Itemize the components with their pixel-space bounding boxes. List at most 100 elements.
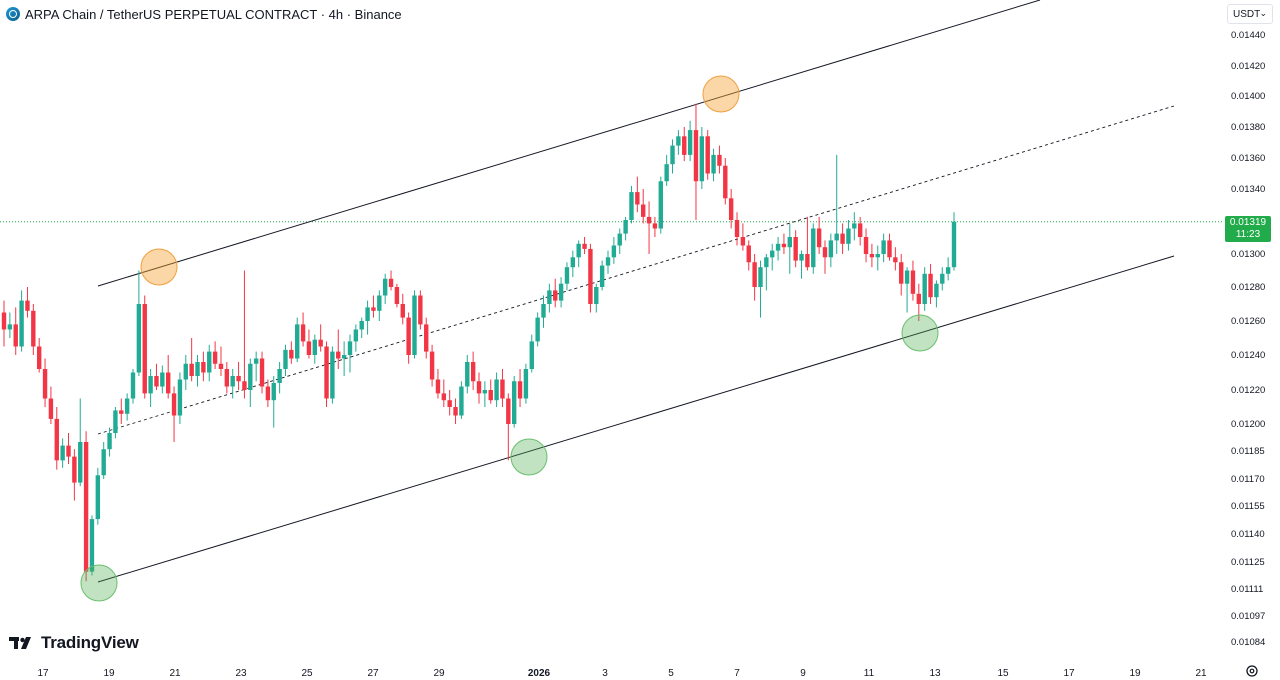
candle-body [429,351,435,380]
candle-body [78,442,83,483]
candle-body [265,386,271,401]
symbol-title[interactable]: ARPA Chain / TetherUS PERPETUAL CONTRACT… [25,6,402,22]
candle-body [119,410,124,414]
time-tick-label: 21 [169,668,181,679]
time-tick-label: 17 [1063,668,1075,679]
support-touch-marker [510,438,548,476]
candle-body [529,341,534,369]
candle-body [758,267,763,287]
candle-body [945,267,951,274]
candle-body [113,410,118,433]
candle-body [517,381,523,399]
candle-body [869,254,875,258]
candle-body [652,223,658,229]
resistance-touch-marker [702,75,740,113]
price-tick-label: 0.01260 [1231,316,1265,327]
candle-body [89,519,95,572]
candle-body [447,400,452,407]
candle-body [306,341,312,355]
candle-body [682,136,687,155]
price-tick-label: 0.01140 [1231,529,1265,540]
time-tick-label: 23 [235,668,247,679]
price-tick-label: 0.01185 [1231,446,1265,457]
candle-body [295,324,300,359]
candle-body [928,273,933,298]
candle-body [101,449,106,476]
touch-markers [80,75,939,602]
time-tick-label: 5 [668,668,674,679]
time-tick-label: 19 [103,668,115,679]
candle-body [816,228,822,248]
candle-body [13,324,18,347]
candle-body [822,247,828,258]
candle-body [775,243,781,251]
candle-body [588,248,593,304]
price-tick-label: 0.01170 [1231,474,1265,485]
candle-body [887,240,892,258]
price-tick-label: 0.01200 [1231,419,1265,430]
candle-body [95,475,101,520]
candle-body [435,379,441,394]
gear-icon[interactable] [1245,664,1259,678]
candle-body [840,233,845,244]
candle-body [576,243,581,258]
candle-body [218,363,224,369]
time-axis[interactable]: 17 19 21 23 25 27 29 2026 3 5 7 9 11 13 15 17 19 21 [37,668,1207,679]
last-price-tag: 0.01319 11:23 [1225,216,1271,242]
candles-layer [1,103,957,582]
price-tick-label: 0.01111 [1231,584,1263,595]
candle-body [371,307,376,311]
tradingview-logo-icon [9,637,31,649]
candle-body [717,154,722,166]
candle-body [72,456,77,483]
candle-body [60,445,65,461]
candle-body [787,237,793,248]
candle-body [382,278,388,296]
candle-body [336,351,341,359]
candle-body [330,351,335,399]
candle-body [699,136,705,182]
candle-body [453,407,458,416]
currency-selector[interactable]: USDT ⌄ [1227,4,1273,24]
candle-body [799,254,804,261]
candle-body [500,379,505,399]
candle-body [793,237,798,261]
time-tick-label: 13 [929,668,941,679]
candle-body [318,339,323,347]
candle-body [476,381,482,394]
support-touch-marker [901,314,939,352]
candle-body [54,418,59,461]
candle-body [31,310,36,347]
tradingview-brand[interactable]: TradingView [9,633,139,653]
lower-channel-line [97,255,1175,583]
price-tick-label: 0.01125 [1231,557,1265,568]
arpa-coin-icon [6,7,20,21]
candle-body [160,372,165,387]
time-tick-label: 27 [367,668,379,679]
candle-body [406,317,411,355]
candle-body [300,324,306,342]
candle-body [177,379,183,416]
candle-body [83,442,89,572]
candle-body [899,262,904,284]
candle-body [705,136,710,174]
candle-body [846,228,851,244]
candle-body [805,254,810,268]
price-axis[interactable]: 0.01440 0.01420 0.01400 0.01380 0.01360 0.013… [1231,30,1265,648]
candle-body [230,376,235,387]
candle-body [828,240,834,258]
candle-body [341,355,347,359]
resistance-touch-marker [140,248,178,286]
candle-body [511,381,517,424]
candle-body [553,290,558,301]
candle-body [506,398,511,424]
candle-body [547,290,552,304]
candle-body [207,351,212,373]
candle-body [183,363,188,380]
candle-body [541,304,546,318]
candle-body [154,376,159,387]
candle-body [629,192,634,220]
support-touch-marker [80,564,118,602]
candle-body [922,273,927,304]
